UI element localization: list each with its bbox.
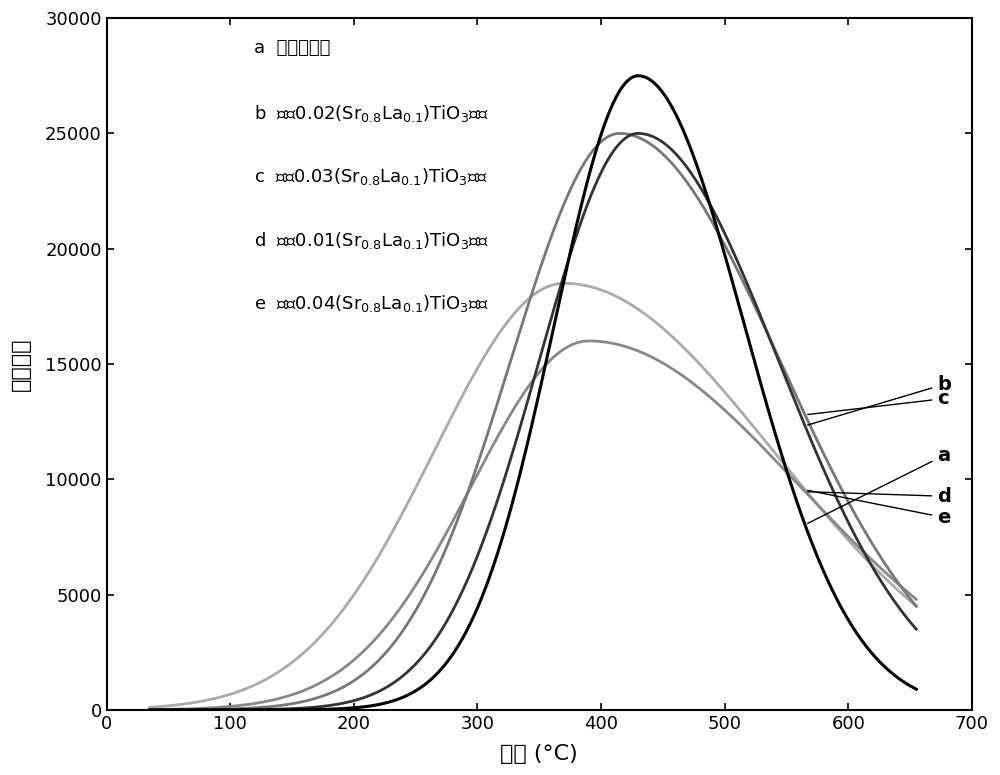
Text: c  掃材0.03(Sr$_{0.8}$La$_{0.1}$)TiO$_3$样品: c 掃材0.03(Sr$_{0.8}$La$_{0.1}$)TiO$_3$样品 [254,166,487,187]
Y-axis label: 介电常数: 介电常数 [11,337,31,391]
Text: e  掃材0.04(Sr$_{0.8}$La$_{0.1}$)TiO$_3$样品: e 掃材0.04(Sr$_{0.8}$La$_{0.1}$)TiO$_3$样品 [254,294,489,315]
Text: c: c [808,389,949,415]
Text: b: b [808,375,951,425]
Text: e: e [808,491,951,527]
Text: d  掃材0.01(Sr$_{0.8}$La$_{0.1}$)TiO$_3$样品: d 掃材0.01(Sr$_{0.8}$La$_{0.1}$)TiO$_3$样品 [254,230,489,251]
Text: a: a [807,446,950,523]
X-axis label: 温度 (°C): 温度 (°C) [500,744,578,764]
Text: d: d [808,487,951,506]
Text: b  掃材0.02(Sr$_{0.8}$La$_{0.1}$)TiO$_3$样品: b 掃材0.02(Sr$_{0.8}$La$_{0.1}$)TiO$_3$样品 [254,102,489,123]
Text: a  未掃杂样品: a 未掃杂样品 [254,39,330,57]
